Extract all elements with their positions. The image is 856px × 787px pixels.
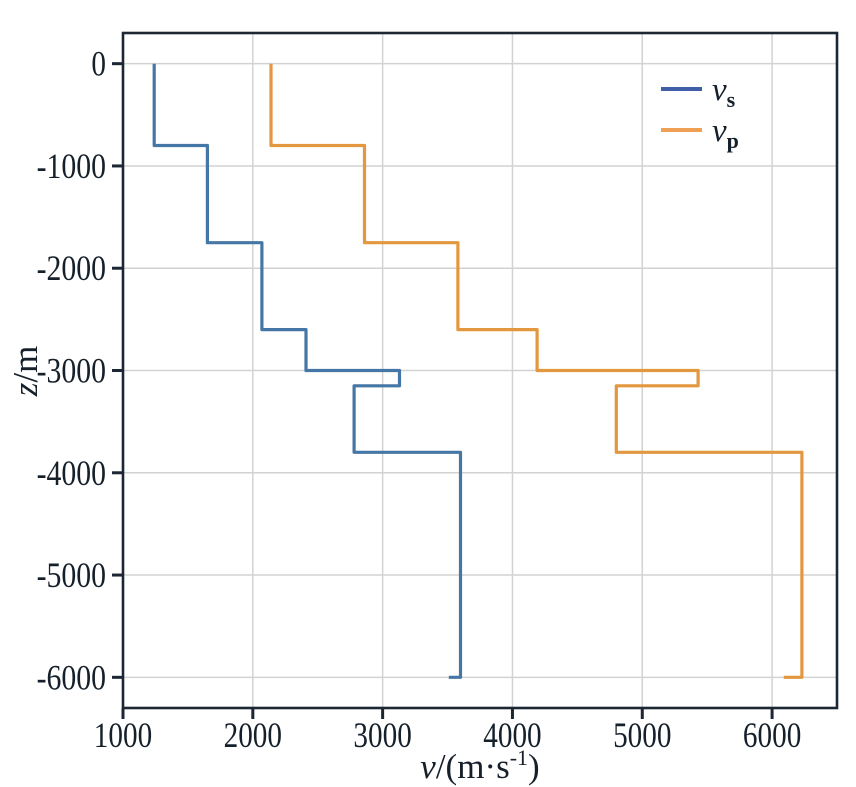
y-tick-label--6000: -6000 [37,657,106,697]
y-tick-label--3000: -3000 [37,351,106,391]
x-tick-label-6000: 6000 [743,715,801,755]
x-tick-label-5000: 5000 [613,715,671,755]
legend: vs vp [661,72,739,153]
series-vs-path [152,63,463,679]
series-vp-path [269,63,804,679]
x-tick-label-3000: 3000 [353,715,411,755]
y-tick-label-0: 0 [91,44,106,84]
y-tick-label--1000: -1000 [37,146,106,186]
tick-layer [112,62,774,719]
x-tick-label-4000: 4000 [483,715,541,755]
y-tick-label--5000: -5000 [37,555,106,595]
series-layer [152,63,804,679]
legend-label-vs: vs [712,72,736,112]
y-tick-label--2000: -2000 [37,248,106,288]
x-tick-label-1000: 1000 [94,715,152,755]
y-tick-label--4000: -4000 [37,453,106,493]
legend-label-vp: vp [712,113,739,153]
x-axis-label: v/(m·s-1) [420,745,539,786]
x-tick-label-2000: 2000 [224,715,282,755]
tick-label-layer: 1000 2000 3000 4000 5000 6000 0 -1000 -2000 -3000… [37,44,802,755]
y-axis-label: z/m [6,346,45,398]
axis-label-layer: v/(m·s-1) z/m [6,346,540,786]
